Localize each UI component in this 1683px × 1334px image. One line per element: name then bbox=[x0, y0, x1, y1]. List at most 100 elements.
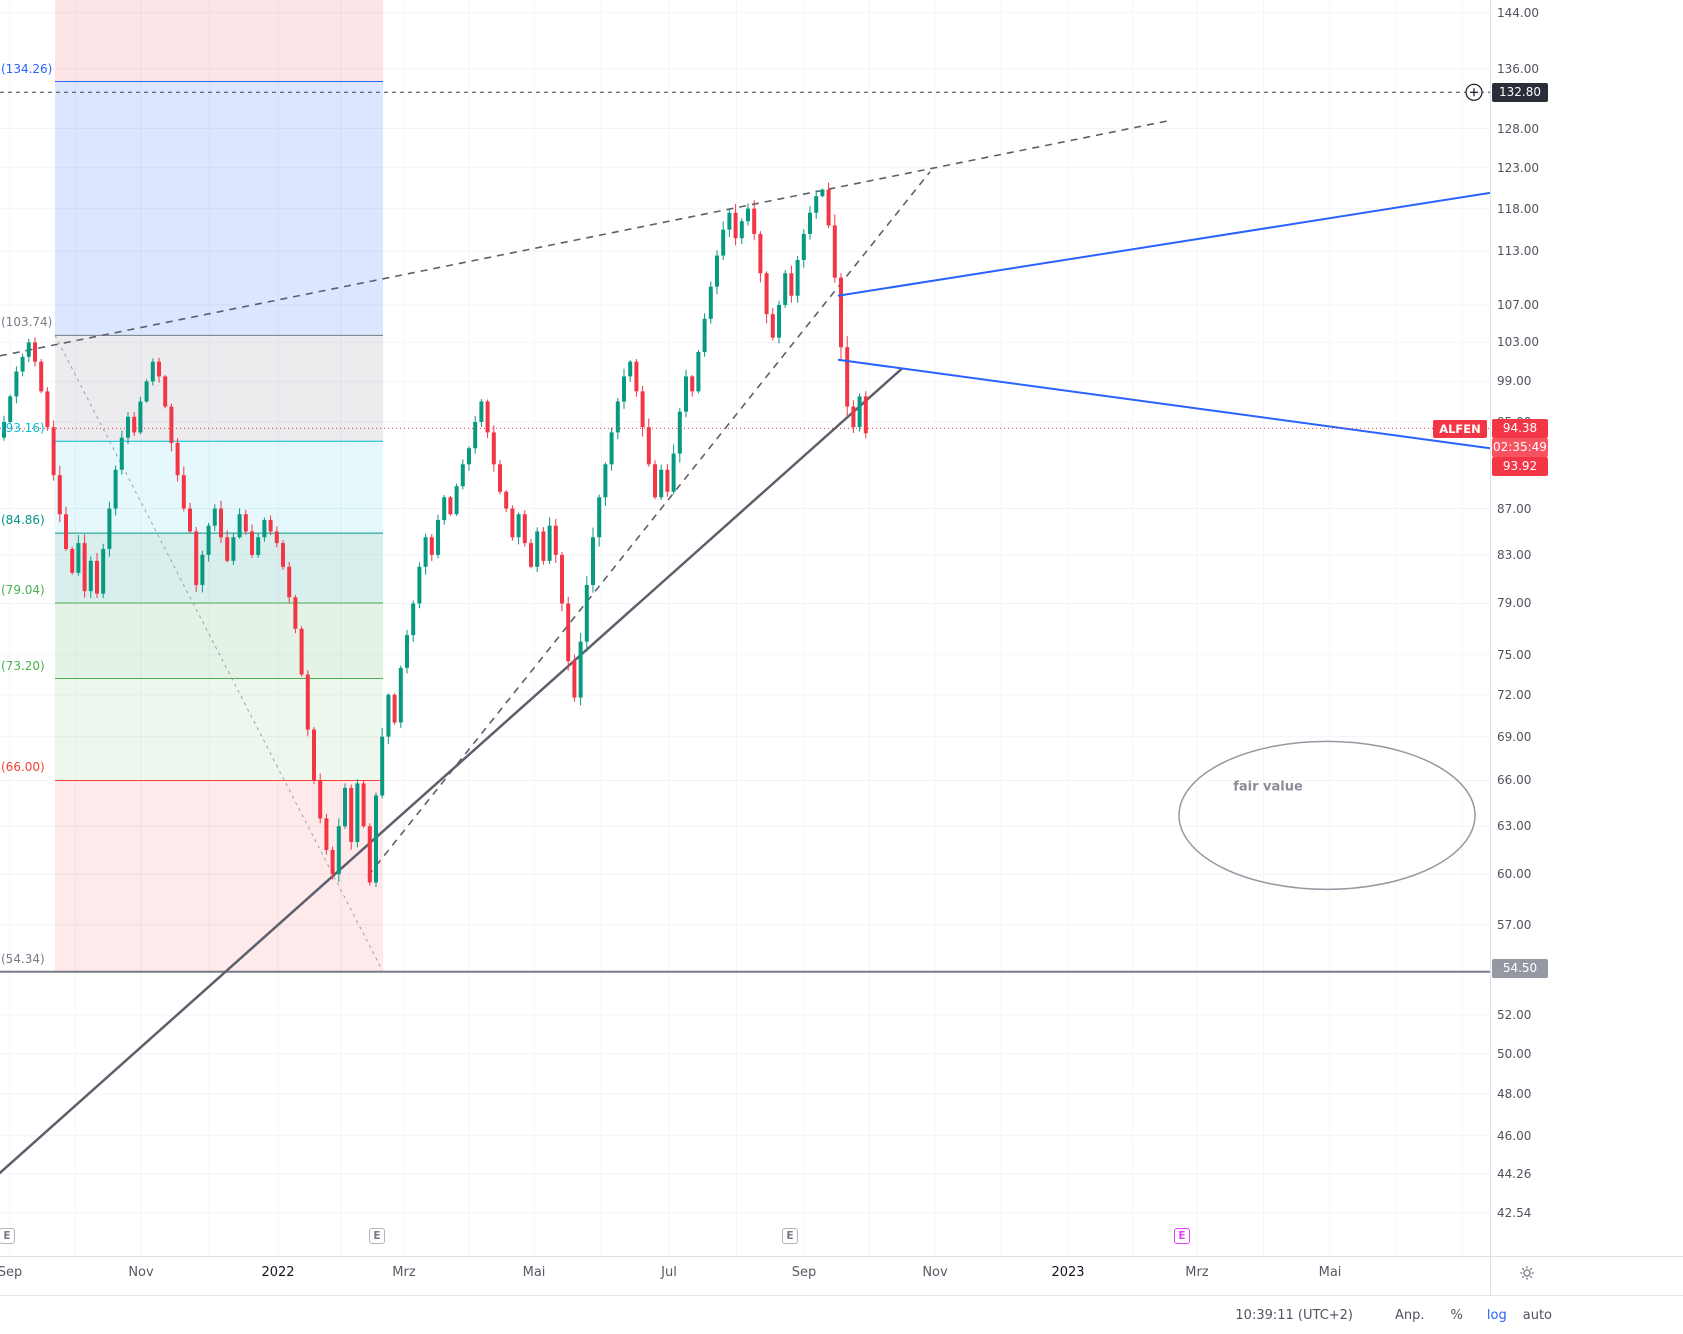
candle-body bbox=[119, 437, 124, 470]
candle-body bbox=[349, 787, 354, 842]
candle-body bbox=[194, 531, 199, 585]
price-tick-label: 113.00 bbox=[1497, 244, 1539, 259]
candle-body bbox=[708, 286, 713, 319]
candle-body bbox=[212, 508, 217, 526]
candle-body bbox=[690, 376, 695, 392]
candle-body bbox=[777, 304, 781, 338]
candle-body bbox=[113, 469, 118, 509]
candle-body bbox=[293, 597, 298, 629]
candle-body bbox=[361, 783, 366, 827]
percent-scale-button[interactable]: % bbox=[1450, 1307, 1463, 1323]
candle-body bbox=[243, 514, 248, 532]
candle-body bbox=[287, 566, 292, 598]
fib-zone bbox=[55, 678, 383, 781]
price-tick-label: 60.00 bbox=[1497, 867, 1532, 882]
gear-icon[interactable] bbox=[1519, 1265, 1535, 1281]
candle-body bbox=[541, 531, 546, 561]
candle-body bbox=[634, 361, 639, 392]
price-tick-label: 52.00 bbox=[1497, 1008, 1532, 1023]
candle-body bbox=[758, 233, 763, 274]
candle-body bbox=[88, 560, 93, 592]
alert-price-label[interactable]: 132.80 bbox=[1492, 83, 1548, 102]
price-tick-label: 63.00 bbox=[1497, 819, 1532, 834]
candle-body bbox=[39, 361, 44, 392]
adjust-data-button[interactable]: Anp. bbox=[1395, 1307, 1425, 1323]
price-tick-label: 128.00 bbox=[1497, 121, 1539, 136]
candle-body bbox=[584, 584, 589, 642]
candle-body bbox=[547, 525, 552, 561]
fib-level-label: (54.34) bbox=[1, 951, 45, 966]
price-tick-label: 107.00 bbox=[1497, 297, 1539, 312]
price-tick-label: 87.00 bbox=[1497, 501, 1532, 516]
fib-level-label: (103.74) bbox=[1, 315, 53, 330]
candle-body bbox=[801, 233, 806, 260]
candle-body bbox=[857, 396, 862, 428]
candle-body bbox=[485, 401, 490, 433]
earnings-marker[interactable]: E bbox=[1174, 1228, 1190, 1244]
price-tick-label: 48.00 bbox=[1497, 1086, 1532, 1101]
candle-body bbox=[615, 401, 620, 433]
candle-body bbox=[64, 514, 68, 549]
time-axis-label: Sep bbox=[0, 1265, 23, 1280]
candle-body bbox=[405, 635, 409, 668]
candle-body bbox=[467, 448, 471, 465]
price-axis-separator bbox=[1490, 0, 1491, 1296]
time-axis-label: Mai bbox=[1318, 1265, 1342, 1280]
fib-level-label: (66.00) bbox=[1, 760, 45, 775]
candle-body bbox=[671, 453, 676, 492]
candle-body bbox=[721, 229, 726, 256]
blue-upper-trendline[interactable] bbox=[837, 191, 1490, 297]
candle-body bbox=[764, 273, 769, 315]
wedge-top-trendline[interactable] bbox=[0, 120, 1169, 357]
candle-body bbox=[820, 189, 825, 197]
candle-body bbox=[553, 525, 558, 555]
auto-scale-button[interactable]: auto bbox=[1522, 1307, 1552, 1323]
earnings-marker[interactable]: E bbox=[0, 1228, 15, 1244]
candle-body bbox=[696, 352, 701, 392]
candle-body bbox=[560, 554, 564, 604]
candle-body bbox=[448, 497, 453, 515]
candle-body bbox=[219, 508, 223, 538]
candle-body bbox=[702, 318, 707, 353]
candle-body bbox=[386, 694, 391, 737]
fair-value-label: fair value bbox=[1233, 779, 1303, 794]
time-axis-label: Nov bbox=[128, 1265, 154, 1280]
fib-zone bbox=[55, 602, 383, 679]
price-chart-canvas[interactable]: fair value bbox=[0, 0, 1490, 1256]
candle-body bbox=[473, 421, 478, 449]
bottom-toolbar: 10:39:11 (UTC+2) Anp. % log auto bbox=[0, 1296, 1683, 1334]
candle-body bbox=[839, 277, 843, 348]
candle-body bbox=[739, 221, 744, 239]
candle-body bbox=[442, 497, 447, 520]
price-tick-label: 69.00 bbox=[1497, 729, 1532, 744]
candle-body bbox=[144, 381, 149, 402]
blue-lower-trendline[interactable] bbox=[837, 358, 1490, 450]
toolbar-separator bbox=[0, 1295, 1683, 1296]
candle-body bbox=[498, 464, 502, 492]
candle-body bbox=[436, 519, 440, 555]
major-support-trendline[interactable] bbox=[0, 367, 903, 1178]
candle-body bbox=[256, 537, 261, 555]
price-tick-label: 44.26 bbox=[1497, 1166, 1532, 1181]
candle-body bbox=[14, 371, 19, 397]
candle-body bbox=[423, 537, 428, 567]
log-scale-button[interactable]: log bbox=[1486, 1307, 1507, 1323]
fib-level-label: (134.26) bbox=[1, 61, 53, 76]
candle-body bbox=[665, 469, 670, 492]
candle-body bbox=[262, 519, 267, 538]
price-tick-label: 118.00 bbox=[1497, 201, 1539, 216]
candle-body bbox=[746, 208, 750, 222]
candle-body bbox=[566, 603, 571, 662]
level-price-label[interactable]: 54.50 bbox=[1492, 959, 1548, 978]
price-tick-label: 144.00 bbox=[1497, 5, 1539, 20]
price-tick-label: 57.00 bbox=[1497, 917, 1532, 932]
time-axis-label: 2022 bbox=[261, 1265, 295, 1280]
candle-body bbox=[163, 376, 168, 407]
earnings-marker[interactable]: E bbox=[369, 1228, 385, 1244]
candle-body bbox=[628, 361, 633, 377]
candle-body bbox=[101, 548, 106, 594]
earnings-marker[interactable]: E bbox=[782, 1228, 798, 1244]
fib-baseline[interactable] bbox=[54, 335, 384, 972]
fair-value-ellipse[interactable] bbox=[1178, 740, 1476, 891]
